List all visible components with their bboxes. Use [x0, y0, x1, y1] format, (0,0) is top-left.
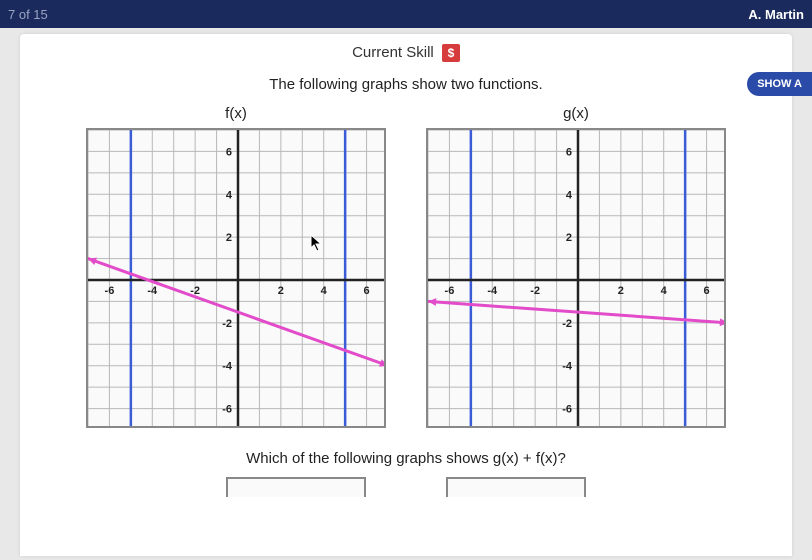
svg-text:6: 6 — [364, 285, 370, 297]
svg-text:6: 6 — [566, 146, 572, 158]
svg-text:-4: -4 — [487, 285, 498, 297]
svg-text:-2: -2 — [222, 318, 232, 330]
svg-text:2: 2 — [278, 285, 284, 297]
instruction-text: The following graphs show two functions. — [20, 76, 792, 93]
svg-text:6: 6 — [704, 285, 710, 297]
svg-text:2: 2 — [618, 285, 624, 297]
show-answer-button[interactable]: SHOW A — [747, 72, 812, 96]
svg-text:-6: -6 — [562, 404, 572, 416]
answer-choice-1[interactable] — [226, 477, 366, 497]
svg-text:-6: -6 — [222, 404, 232, 416]
progress-text: 7 of 15 — [8, 7, 48, 22]
graph-f-wrap: f(x) -6-4-2246-6-4-2246 — [86, 105, 386, 428]
svg-text:4: 4 — [226, 189, 233, 201]
svg-text:-4: -4 — [147, 285, 158, 297]
graph-f-canvas: -6-4-2246-6-4-2246 — [86, 128, 386, 428]
graph-g-title: g(x) — [426, 105, 726, 122]
svg-text:-6: -6 — [105, 285, 115, 297]
svg-text:-4: -4 — [562, 361, 573, 373]
graphs-row: f(x) -6-4-2246-6-4-2246 g(x) -6-4-2246-6… — [20, 105, 792, 428]
svg-text:-2: -2 — [530, 285, 540, 297]
svg-text:2: 2 — [566, 232, 572, 244]
current-skill-row: Current Skill $ — [20, 44, 792, 62]
svg-text:4: 4 — [661, 285, 668, 297]
current-skill-label: Current Skill — [352, 44, 434, 61]
graph-g-canvas: -6 -4 -2 2 4 6 -6 -4 -2 2 4 6 — [426, 128, 726, 428]
graph-f-title: f(x) — [86, 105, 386, 122]
answer-choice-2[interactable] — [446, 477, 586, 497]
svg-text:-4: -4 — [222, 361, 233, 373]
svg-text:-6: -6 — [445, 285, 455, 297]
svg-text:6: 6 — [226, 146, 232, 158]
top-bar: 7 of 15 A. Martin — [0, 0, 812, 28]
svg-text:2: 2 — [226, 232, 232, 244]
user-name: A. Martin — [748, 7, 804, 22]
svg-text:4: 4 — [566, 189, 573, 201]
skill-badge: $ — [442, 44, 460, 62]
answers-row — [20, 477, 792, 497]
graph-g-wrap: g(x) -6 -4 -2 2 4 6 -6 -4 -2 2 4 6 — [426, 105, 726, 428]
question-text: Which of the following graphs shows g(x)… — [20, 450, 792, 467]
content-area: SHOW A Current Skill $ The following gra… — [20, 34, 792, 556]
svg-text:4: 4 — [321, 285, 328, 297]
svg-text:-2: -2 — [562, 318, 572, 330]
